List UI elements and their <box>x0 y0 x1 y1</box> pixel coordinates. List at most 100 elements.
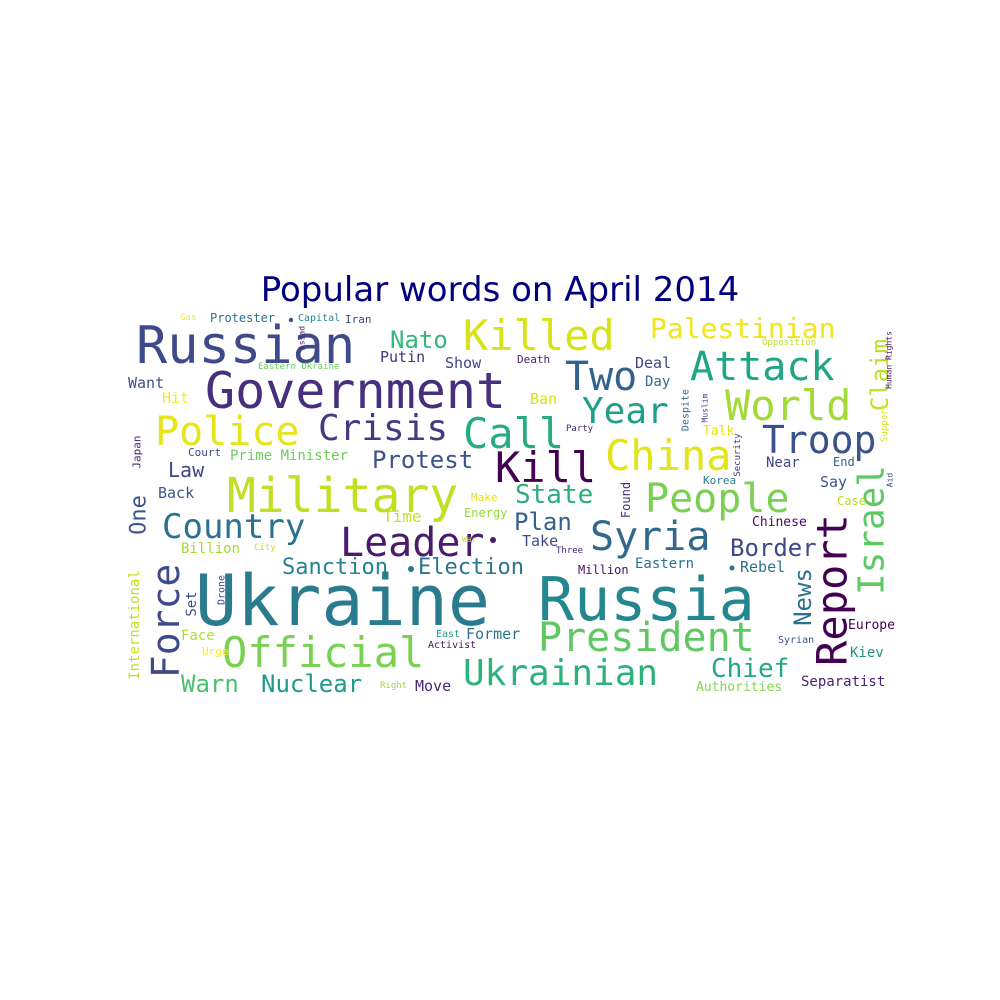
word-authorities: Authorities <box>696 680 782 695</box>
word-one: One <box>127 495 152 535</box>
word-ukraine: Ukraine <box>195 560 490 642</box>
word-force: Force <box>144 564 188 678</box>
word-warn: Warn <box>181 670 239 698</box>
word-nuclear: Nuclear <box>261 670 362 698</box>
word-day: Day <box>645 374 670 390</box>
word-year: Year <box>582 391 669 432</box>
word-europe: Europe <box>848 618 895 633</box>
word-hit: Hit <box>162 389 189 407</box>
word-billion: Billion <box>181 541 240 557</box>
word-law: Law <box>168 458 205 482</box>
word-korea: Korea <box>703 474 736 487</box>
word-right: Right <box>380 681 407 691</box>
word-war: War <box>462 535 477 544</box>
word-palestinian: Palestinian <box>650 312 835 345</box>
word-plan: Plan <box>514 508 572 536</box>
word-three: Three <box>556 546 583 556</box>
word-kiev: Kiev <box>850 645 884 661</box>
word-assad: Assad <box>298 326 307 350</box>
word-ukrainian: Ukrainian <box>463 653 658 694</box>
word-end: End <box>833 455 855 469</box>
word-troop: Troop <box>762 418 876 462</box>
word-human-rights: Human Rights <box>885 331 894 389</box>
word-syria: Syria <box>590 514 710 560</box>
word-syrian: Syrian <box>778 635 814 646</box>
word-million: Million <box>578 563 629 577</box>
word-chief: Chief <box>711 654 789 684</box>
word-near: Near <box>766 455 800 471</box>
word-kill: Kill <box>495 443 596 492</box>
word-energy: Energy <box>464 506 507 520</box>
word-russia: Russia <box>538 565 755 635</box>
word-protester: Protester <box>210 311 275 325</box>
word-want: Want <box>128 374 164 392</box>
word-leader: Leader <box>340 520 485 566</box>
word-activist: Activist <box>428 640 476 651</box>
word-military: Military <box>227 468 458 524</box>
word-say: Say <box>820 473 847 491</box>
word-nato: Nato <box>390 326 448 354</box>
word-killed: Killed <box>463 311 615 360</box>
word-crisis: Crisis <box>318 408 448 449</box>
word-capital: Capital <box>298 313 340 324</box>
word-prime-minister: Prime Minister <box>230 448 348 464</box>
cloud-dot-1 <box>408 566 414 572</box>
word-muslim: Muslim <box>701 393 710 422</box>
word-official: Official <box>222 628 424 677</box>
word-international: International <box>127 570 143 680</box>
word-deal: Deal <box>635 354 671 372</box>
word-former: Former <box>466 625 520 643</box>
word-call: Call <box>463 409 564 458</box>
word-security: Security <box>733 433 743 477</box>
word-border: Border <box>730 534 817 562</box>
word-government: Government <box>205 362 506 420</box>
word-gas: Gas <box>180 313 196 323</box>
word-back: Back <box>158 484 194 502</box>
word-face: Face <box>181 628 215 644</box>
word-country: Country <box>162 507 305 547</box>
word-world: World <box>725 381 851 430</box>
word-city: City <box>254 543 276 553</box>
word-separatist: Separatist <box>801 674 885 690</box>
word-case: Case <box>837 494 866 508</box>
word-move: Move <box>415 677 451 695</box>
word-protest: Protest <box>372 446 473 474</box>
word-election: Election <box>418 555 524 580</box>
word-urge: Urge <box>202 645 229 658</box>
cloud-dot-2 <box>490 537 496 543</box>
word-set: Set <box>184 591 200 616</box>
word-report: Report <box>808 514 857 666</box>
word-claim: Claim <box>866 339 894 411</box>
word-drone: Drone <box>217 575 228 605</box>
word-chinese: Chinese <box>752 515 807 530</box>
word-despite: Despite <box>681 389 692 431</box>
word-show: Show <box>445 354 482 372</box>
word-state: State <box>515 480 593 510</box>
word-found: Found <box>619 482 633 518</box>
word-sanction: Sanction <box>282 555 388 580</box>
word-court: Court <box>188 446 221 459</box>
word-aid: Aid <box>886 473 895 488</box>
word-two: Two <box>565 354 637 400</box>
word-news: News <box>789 568 817 626</box>
word-police: Police <box>155 409 300 455</box>
word-iran: Iran <box>345 313 372 326</box>
word-eastern-ukraine: Eastern Ukraine <box>258 362 339 372</box>
cloud-dot-0 <box>288 317 294 323</box>
word-time: Time <box>383 507 422 526</box>
word-talk: Talk <box>703 424 734 439</box>
word-japan: Japan <box>131 435 144 468</box>
word-china: China <box>605 431 731 480</box>
word-make: Make <box>471 491 498 504</box>
word-east: East <box>436 629 460 640</box>
chart-title: Popular words on April 2014 <box>260 270 740 310</box>
word-putin: Putin <box>380 348 425 366</box>
word-party: Party <box>566 424 594 434</box>
word-president: President <box>538 615 755 661</box>
word-attack: Attack <box>690 344 835 390</box>
word-rebel: Rebel <box>740 558 785 576</box>
word-ban: Ban <box>530 390 557 408</box>
cloud-dot-3 <box>729 565 735 571</box>
